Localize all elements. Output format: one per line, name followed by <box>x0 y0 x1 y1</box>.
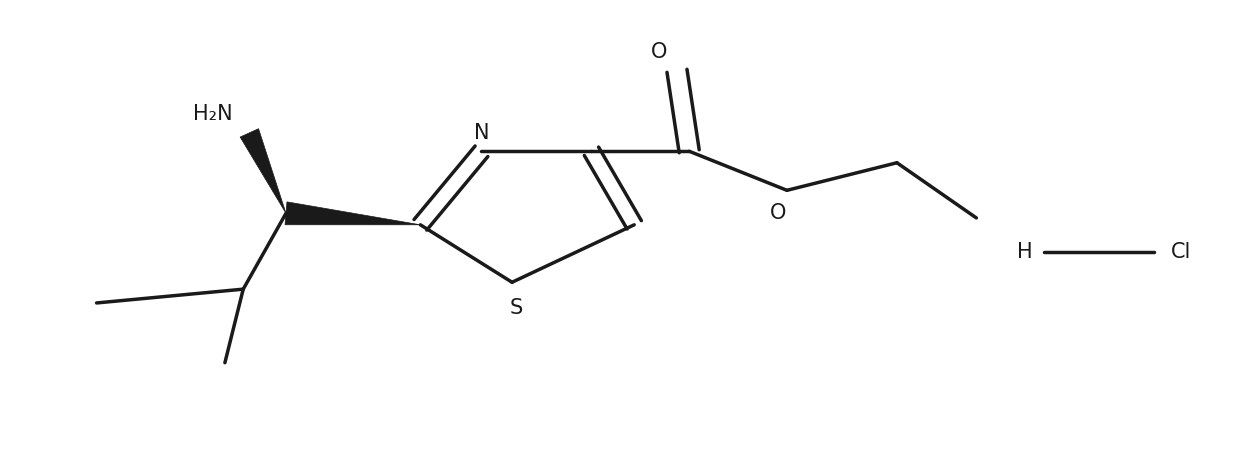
Polygon shape <box>285 202 420 225</box>
Text: H₂N: H₂N <box>193 104 233 124</box>
Text: O: O <box>651 43 667 62</box>
Text: N: N <box>474 123 489 143</box>
Text: O: O <box>770 203 786 223</box>
Text: H: H <box>1018 242 1033 263</box>
Text: S: S <box>510 298 524 318</box>
Text: Cl: Cl <box>1171 242 1192 263</box>
Polygon shape <box>240 129 286 213</box>
